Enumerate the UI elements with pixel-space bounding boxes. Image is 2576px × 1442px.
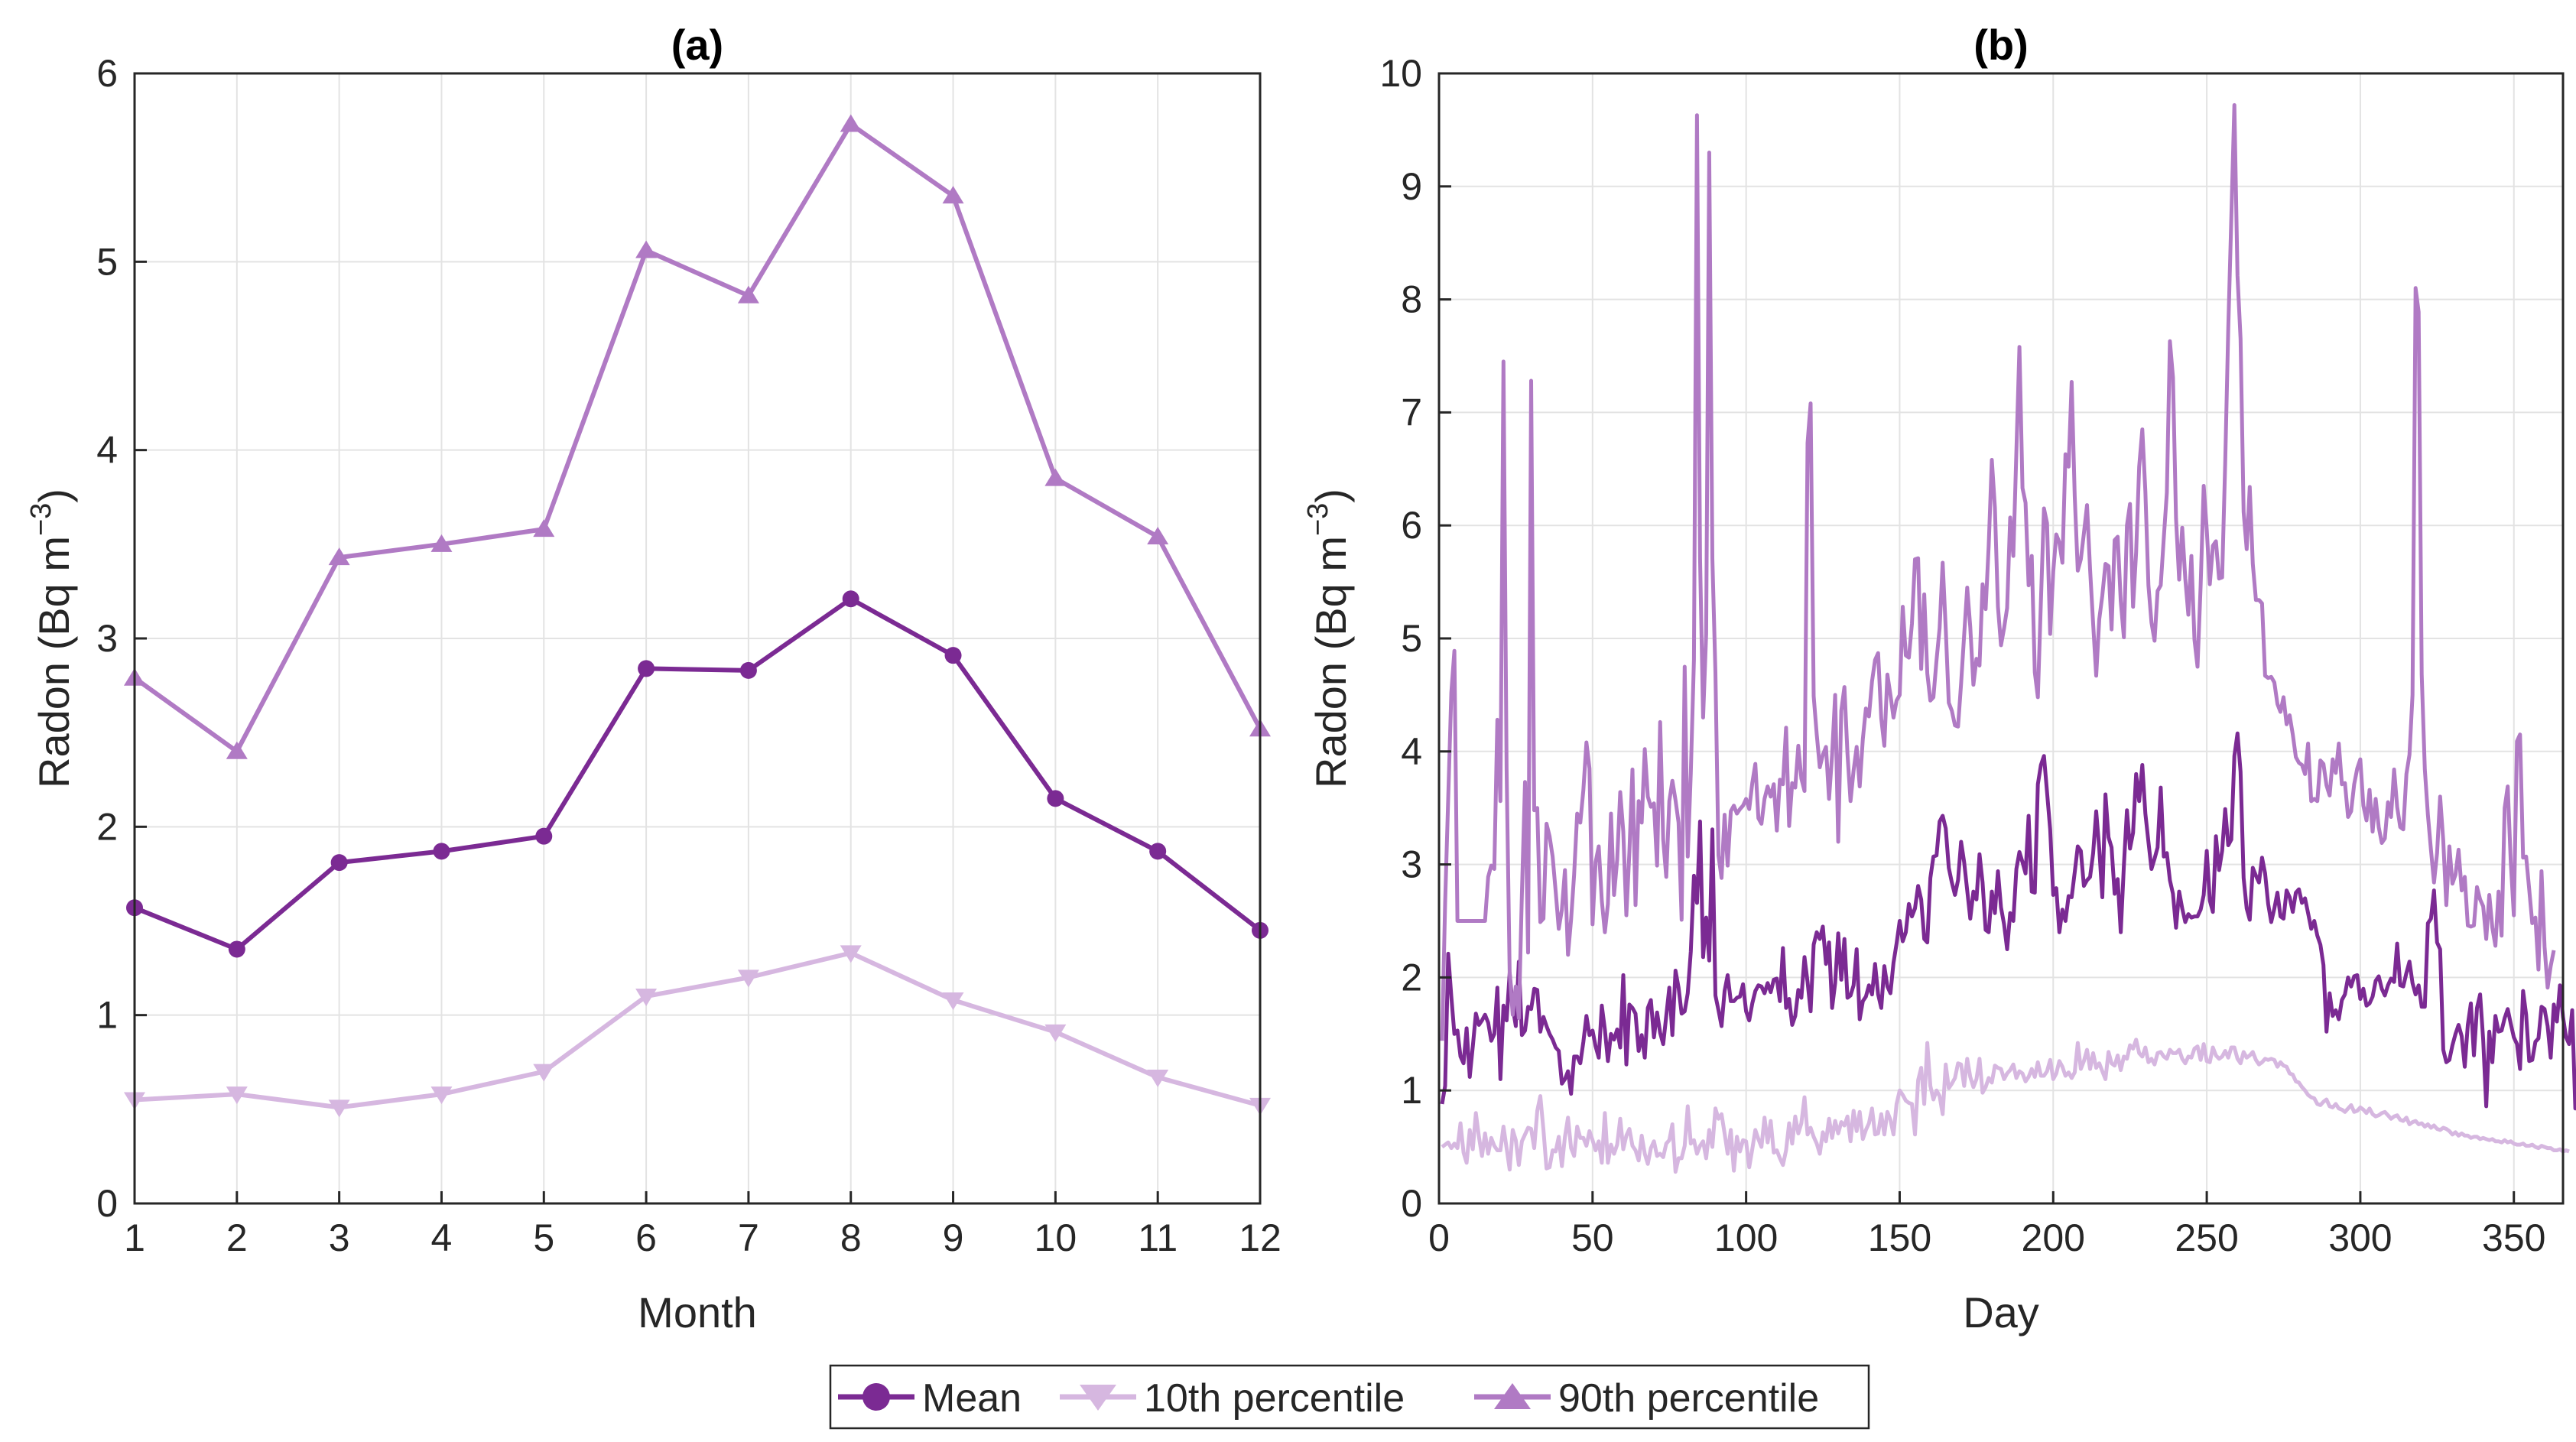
panel-b-title: (b)	[1973, 21, 2029, 69]
panel-a-point-p90	[328, 547, 350, 566]
panel-b-series-p90-line	[1440, 102, 2556, 1041]
panel-a-point-p90	[635, 240, 658, 258]
panel-a-series-mean-line	[133, 596, 1262, 952]
panel-b-ticks: 0 50 100 150 200 250 300 350 0 1 2 3 4 5 6 7 8 9 10	[1379, 52, 2545, 1259]
panel-b-xtick-label: 50	[1571, 1216, 1614, 1259]
panel-a-point-p90	[840, 114, 862, 132]
panel-b-ytick-label: 7	[1401, 391, 1422, 434]
panel-b-ytick-label: 4	[1401, 730, 1422, 773]
panel-a-xtick-label: 3	[329, 1216, 350, 1259]
legend-p90-marker	[1494, 1383, 1531, 1409]
panel-a-point-p10	[430, 1086, 453, 1105]
panel-b-ytick-label: 9	[1401, 165, 1422, 208]
panel-b-xtick-label: 100	[1714, 1216, 1778, 1259]
panel-b-series	[1440, 102, 2576, 1174]
panel-a-point-p10	[226, 1086, 248, 1105]
panel-a-point-p90	[533, 519, 555, 538]
panel-a-xtick-label: 5	[533, 1216, 554, 1259]
panel-b-xtick-label: 350	[2482, 1216, 2545, 1259]
panel-b-ytick-label: 3	[1401, 843, 1422, 886]
legend-entry-p10: 10th percentile	[1060, 1376, 1405, 1421]
panel-b-ylabel: Radon (Bq m−3)	[1302, 489, 1355, 788]
panel-a-xtick-label: 1	[124, 1216, 145, 1259]
panel-a-point-p90	[1147, 526, 1169, 544]
panel-a-series-p10-line	[134, 950, 1261, 1110]
panel-a-xtick-label: 9	[943, 1216, 964, 1259]
panel-a-point-p10	[635, 989, 658, 1007]
panel-a-title: (a)	[671, 21, 723, 69]
panel-a-xtick-label: 10	[1035, 1216, 1077, 1259]
panel-a-point-p90	[226, 741, 248, 759]
panel-a-point-mean	[638, 660, 655, 677]
legend-entry-p90: 90th percentile	[1474, 1376, 1819, 1421]
panel-b-ytick-label: 0	[1401, 1182, 1422, 1225]
legend-mean-marker	[862, 1383, 890, 1411]
panel-b-ytick-label: 10	[1379, 52, 1422, 95]
panel-b-xtick-label: 200	[2022, 1216, 2085, 1259]
panel-a-ytick-label: 5	[96, 240, 118, 283]
panel-a-series-p90-line	[133, 122, 1262, 754]
panel-a-xtick-label: 7	[738, 1216, 759, 1259]
panel-b-series-p10-line	[1441, 1038, 2570, 1174]
panel-a-point-p10	[533, 1064, 555, 1082]
panel-a-ytick-label: 0	[96, 1182, 118, 1225]
panel-a-xtick-label: 4	[431, 1216, 453, 1259]
panel-b-ytick-label: 1	[1401, 1069, 1422, 1112]
panel-a-point-mean	[535, 827, 553, 845]
panel-a-xtick-label: 2	[226, 1216, 248, 1259]
panel-a-point-mean	[739, 661, 757, 679]
panel-a-ytick-label: 4	[96, 429, 118, 472]
panel-a-ytick-label: 2	[96, 805, 118, 848]
panel-a-ytick-label: 3	[96, 617, 118, 660]
panel-a-point-p10	[840, 945, 862, 963]
panel-a-point-p90	[1044, 468, 1067, 486]
panel-a-point-mean	[330, 854, 348, 872]
panel-b-xtick-label: 300	[2328, 1216, 2392, 1259]
panel-a-xlabel: Month	[638, 1288, 757, 1336]
legend-entry-mean: Mean	[838, 1376, 1022, 1421]
panel-b-xtick-label: 250	[2175, 1216, 2238, 1259]
panel-a-point-p90	[430, 534, 453, 552]
legend-mean-label: Mean	[922, 1376, 1022, 1421]
panel-b-xtick-label: 150	[1868, 1216, 1931, 1259]
panel-a-series	[124, 114, 1271, 1118]
legend-p90-label: 90th percentile	[1558, 1376, 1819, 1421]
panel-b-xlabel: Day	[1963, 1288, 2039, 1336]
legend-box	[829, 1364, 1870, 1430]
panel-a-point-mean	[842, 590, 859, 608]
panel-a-point-mean	[944, 647, 962, 664]
panel-a-point-p10	[1044, 1024, 1067, 1042]
panel-a-ytick-label: 6	[96, 52, 118, 95]
panel-b-ytick-label: 5	[1401, 617, 1422, 660]
panel-a-ytick-label: 1	[96, 994, 118, 1037]
panel-a-point-p10	[1147, 1069, 1169, 1087]
panel-a-xtick-label: 12	[1239, 1216, 1282, 1259]
panel-b-ytick-label: 8	[1401, 278, 1422, 321]
panel-a-point-mean	[228, 940, 245, 958]
legend: Mean 10th percentile 90th percentile	[829, 1364, 1870, 1430]
panel-a-point-mean	[433, 843, 450, 860]
panel-a-point-mean	[1149, 843, 1167, 860]
panel-a-ylabel: Radon (Bq m−3)	[25, 489, 78, 788]
panel-b-ytick-label: 2	[1401, 956, 1422, 999]
panel-a-xtick-label: 8	[840, 1216, 862, 1259]
panel-a-point-p10	[737, 969, 759, 988]
panel-b-xtick-label: 0	[1428, 1216, 1450, 1259]
panel-a-point-p90	[737, 285, 759, 304]
legend-p10-marker	[1080, 1385, 1116, 1411]
panel-a-xtick-label: 6	[635, 1216, 657, 1259]
panel-a-point-p10	[942, 992, 964, 1010]
panel-b: 0 50 100 150 200 250 300 350 0 1 2 3 4 5 6 7 8 9 10 (b) Da…	[1302, 21, 2576, 1336]
panel-a-point-p10	[328, 1099, 350, 1118]
panel-a-point-p90	[942, 186, 964, 204]
panel-a-point-mean	[1047, 790, 1064, 807]
panel-a-xtick-label: 11	[1138, 1216, 1178, 1259]
panel-b-ytick-label: 6	[1401, 504, 1422, 547]
legend-p10-label: 10th percentile	[1144, 1376, 1405, 1421]
panel-b-series-mean-line	[1440, 731, 2576, 1111]
